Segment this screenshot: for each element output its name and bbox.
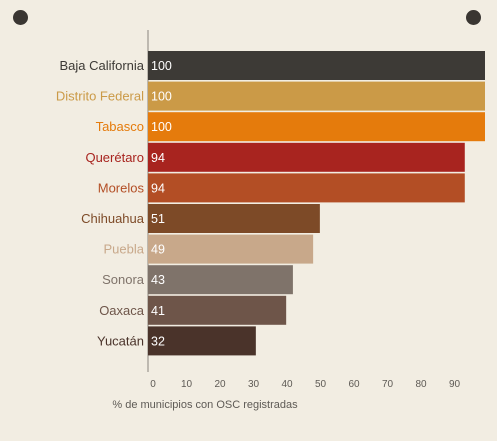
x-tick-label: 90 [449, 379, 461, 390]
value-label: 100 [151, 90, 172, 104]
value-label: 41 [151, 304, 165, 318]
category-label: Oaxaca [99, 303, 145, 318]
bar [148, 51, 485, 80]
x-tick-label: 10 [181, 379, 193, 390]
x-tick-label: 20 [214, 379, 226, 390]
corner-dot-right [466, 10, 481, 25]
value-label: 43 [151, 273, 165, 287]
value-label: 49 [151, 243, 165, 257]
x-tick-labels: 0 10 20 30 40 50 60 70 80 90 [150, 379, 460, 390]
bar [148, 265, 293, 295]
category-label: Tabasco [96, 119, 144, 134]
x-tick-label: 50 [315, 379, 327, 390]
bar [148, 234, 314, 264]
x-tick-label: 60 [348, 379, 360, 390]
x-tick-label: 40 [281, 379, 293, 390]
category-label: Querétaro [85, 150, 144, 165]
value-label: 32 [151, 334, 165, 348]
x-tick-label: 30 [248, 379, 260, 390]
value-label: 94 [151, 181, 165, 195]
corner-dot-left [13, 10, 28, 25]
bar [148, 173, 465, 203]
bar [148, 142, 465, 172]
bar [148, 326, 256, 356]
x-tick-label: 0 [150, 379, 156, 390]
category-label: Morelos [98, 180, 145, 195]
bar [148, 204, 320, 233]
bar [148, 112, 485, 142]
category-label: Yucatán [97, 333, 144, 348]
value-label: 100 [151, 59, 172, 73]
category-label: Distrito Federal [56, 89, 144, 104]
category-label: Puebla [104, 242, 145, 257]
category-label: Sonora [102, 272, 145, 287]
bars-group: Baja California 100 Distrito Federal 100 Tab… [56, 51, 485, 356]
category-label: Baja California [59, 58, 144, 73]
value-label: 94 [151, 151, 165, 165]
x-tick-label: 70 [382, 379, 394, 390]
category-label: Chihuahua [81, 211, 145, 226]
bar [148, 81, 485, 111]
value-label: 51 [151, 212, 165, 226]
x-axis-title: % de municipios con OSC registradas [112, 399, 298, 411]
x-tick-label: 80 [415, 379, 427, 390]
value-label: 100 [151, 120, 172, 134]
bar [148, 295, 287, 325]
